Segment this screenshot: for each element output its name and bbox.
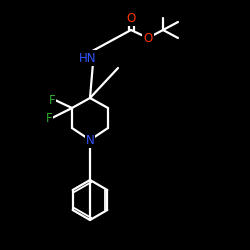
Text: O: O [144, 32, 152, 44]
Text: N: N [86, 134, 94, 146]
Text: HN: HN [79, 52, 97, 64]
Text: O: O [126, 12, 136, 24]
Text: F: F [49, 94, 55, 106]
Text: F: F [46, 112, 52, 124]
